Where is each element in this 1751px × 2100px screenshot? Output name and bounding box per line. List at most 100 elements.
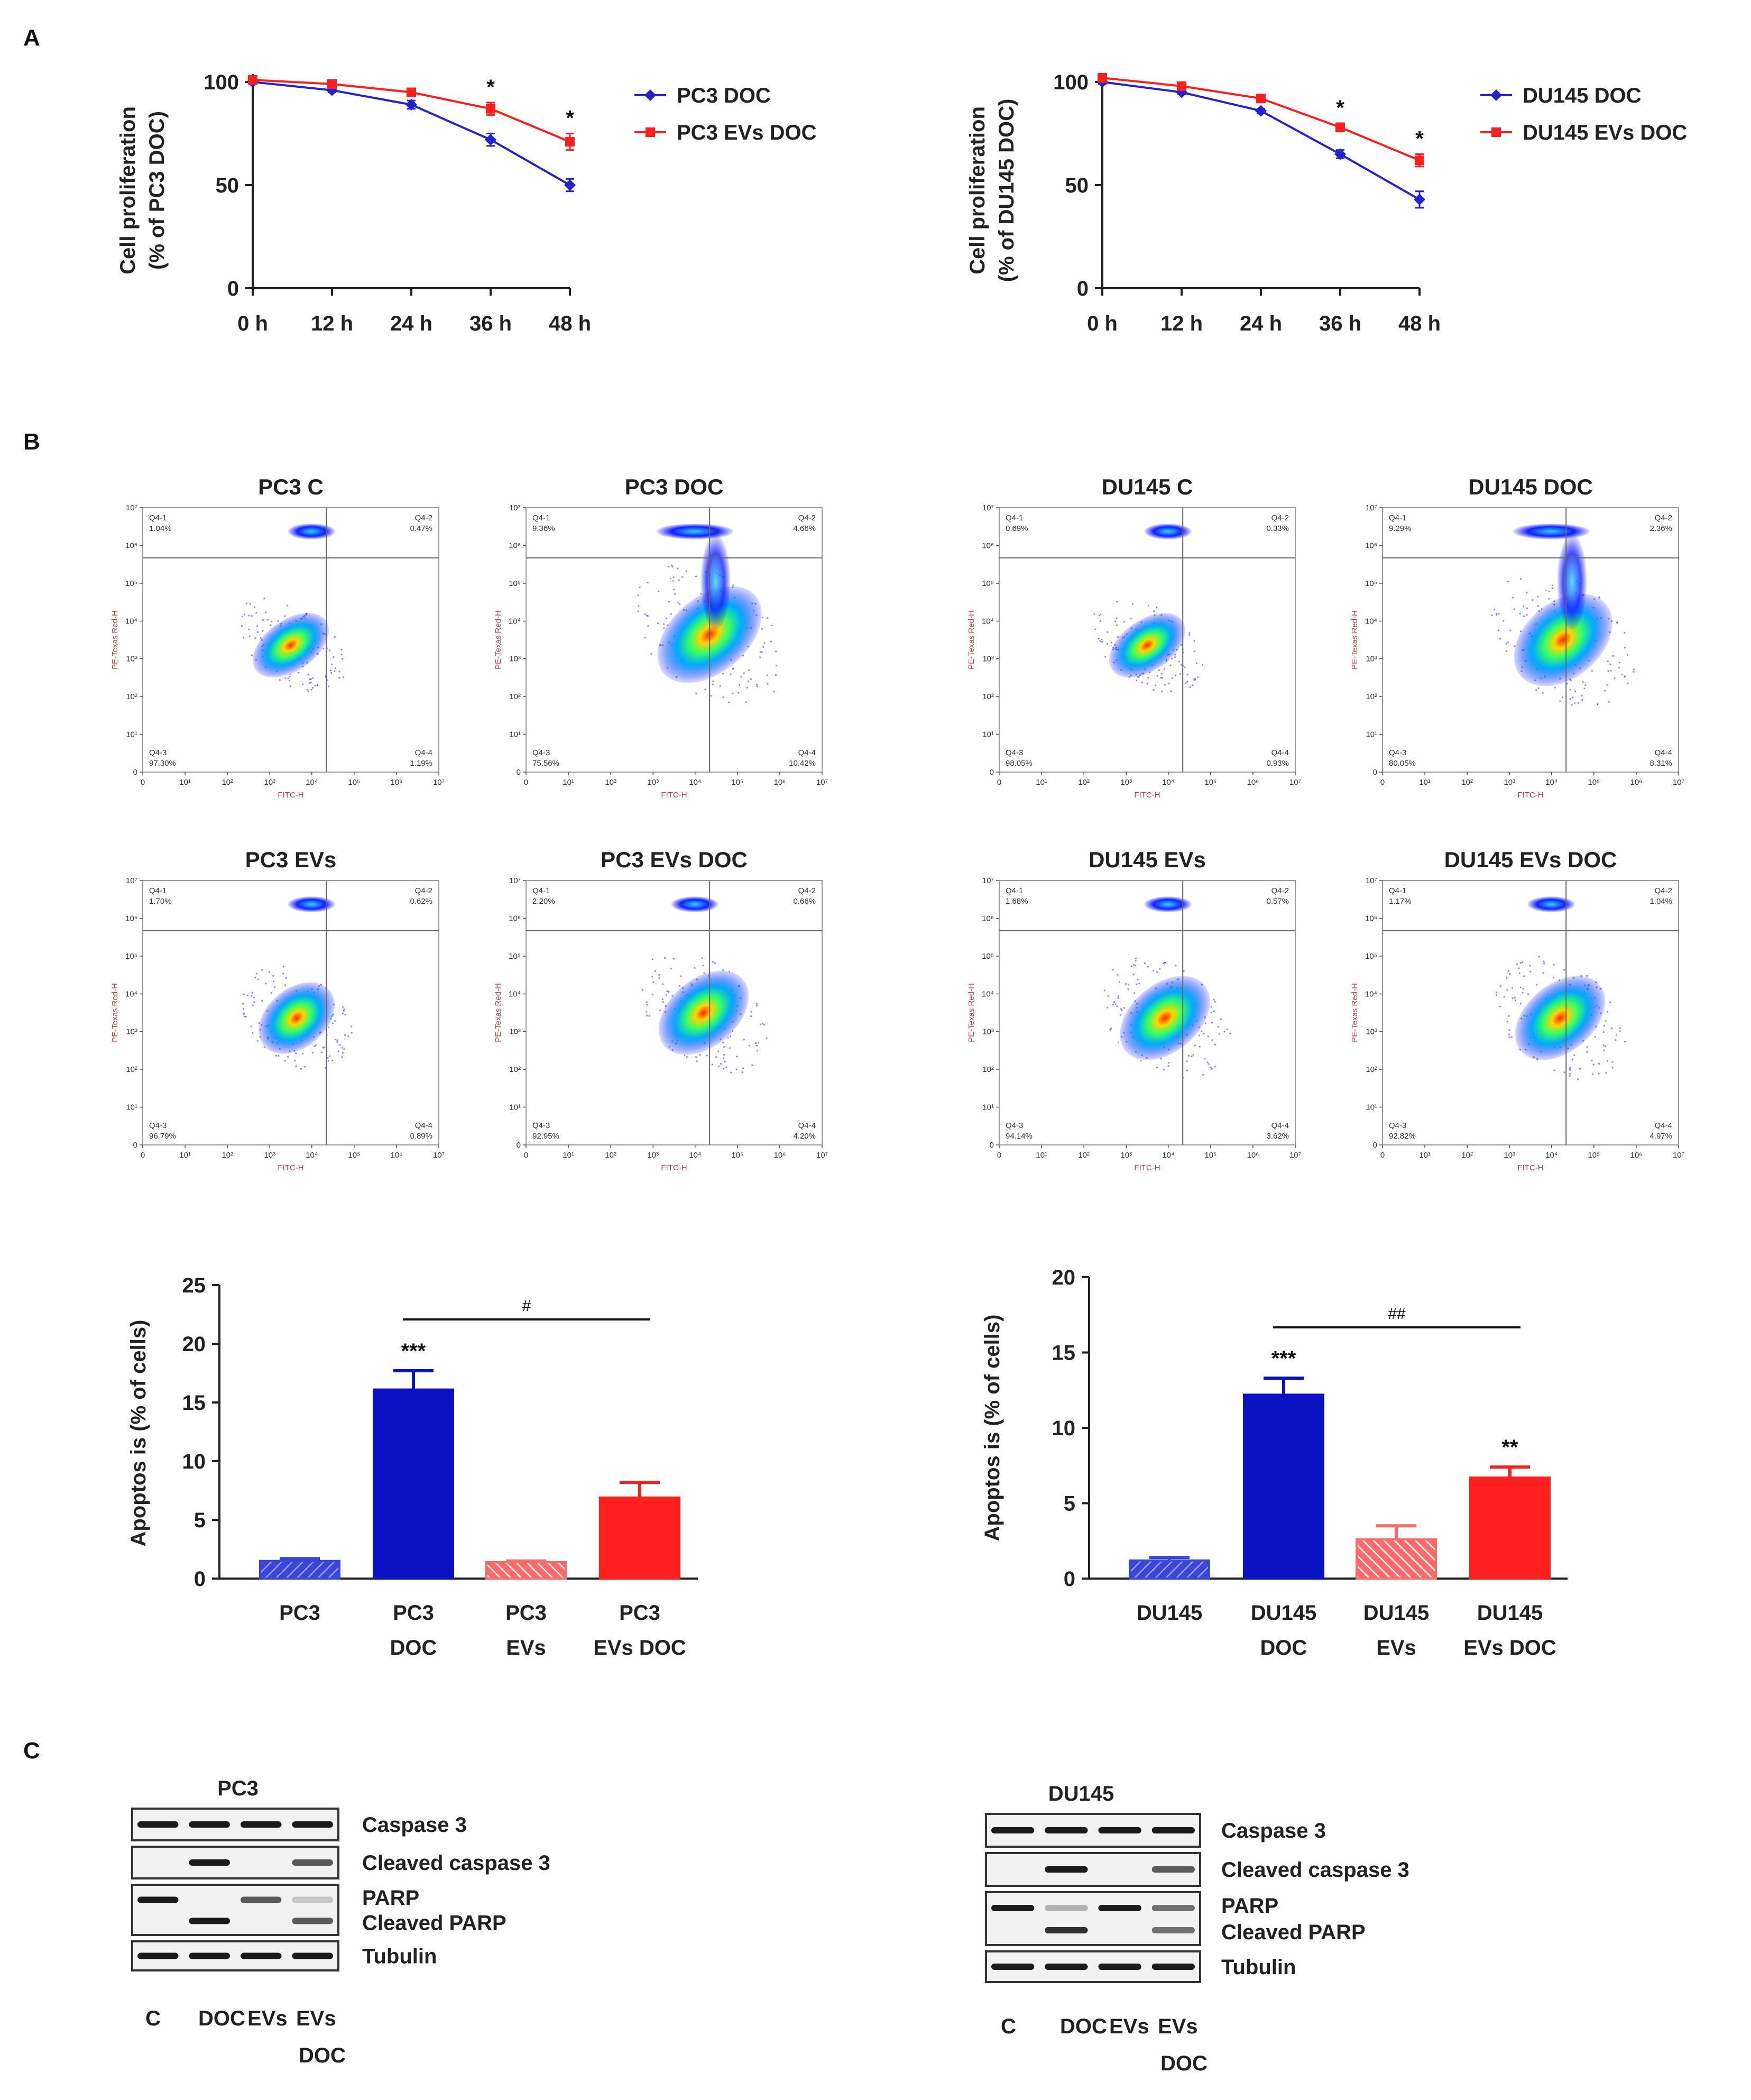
flow-event-dot bbox=[1509, 629, 1512, 631]
flow-event-dot bbox=[1512, 997, 1514, 999]
flow-event-dot bbox=[1178, 661, 1180, 663]
quadrant-label: Q4-4 bbox=[1271, 748, 1289, 757]
quadrant-value: 1.04% bbox=[149, 524, 172, 533]
y-tick-label: 50 bbox=[216, 174, 239, 197]
bar-group: PC3 *** PC3 DOC PC3 EVs PC3 EVs DOC # bbox=[259, 1297, 686, 1659]
quadrant-label: Q4-4 bbox=[1655, 748, 1672, 757]
x-tick-label: 24 h bbox=[390, 312, 432, 335]
y-tick-label: 10² bbox=[126, 1065, 137, 1074]
flow-event-dot bbox=[342, 1012, 344, 1015]
flow-upper-population bbox=[1513, 524, 1590, 539]
flow-event-dot bbox=[1545, 589, 1547, 591]
flow-event-dot bbox=[330, 672, 333, 674]
flow-event-dot bbox=[1117, 1041, 1119, 1043]
legend: PC3 DOC PC3 EVs DOC bbox=[634, 84, 817, 144]
flow-event-dot bbox=[1512, 597, 1514, 599]
flow-event-dot bbox=[1183, 970, 1185, 972]
flow-plot: DU145 EVs DOC 10⁷ 10⁶ 10⁵ 10⁴ 10³ 10² 10¹ 00 10¹ 1… bbox=[1350, 847, 1684, 1172]
quadrant-value: 10.42% bbox=[789, 759, 816, 768]
x-tick-label: 10¹ bbox=[1036, 778, 1047, 787]
quadrant-value: 0.89% bbox=[410, 1132, 432, 1141]
flow-event-dot bbox=[1219, 1033, 1221, 1035]
flow-event-dot bbox=[1098, 637, 1100, 640]
quadrant-label: Q4-1 bbox=[532, 886, 550, 895]
flow-event-dot bbox=[328, 649, 330, 652]
flow-event-dot bbox=[1120, 1008, 1122, 1010]
y-tick-label: 10⁵ bbox=[125, 579, 137, 588]
flow-event-dot bbox=[1187, 1054, 1190, 1057]
x-tick-label: 10³ bbox=[264, 1151, 275, 1160]
flow-event-dot bbox=[1543, 960, 1545, 962]
flow-event-dot bbox=[1516, 963, 1518, 965]
flow-y-axis-title: PE-Texas Red-H bbox=[494, 610, 503, 670]
flow-upper-population bbox=[1144, 896, 1192, 912]
x-tick-label: 10⁵ bbox=[1204, 1151, 1217, 1160]
flow-event-dot bbox=[284, 677, 287, 679]
flow-event-dot bbox=[263, 598, 265, 600]
quadrant-label: Q4-1 bbox=[1006, 886, 1023, 895]
flow-event-dot bbox=[1611, 1061, 1614, 1063]
flow-event-dot bbox=[315, 1044, 317, 1047]
flow-event-dot bbox=[681, 576, 684, 578]
blot-band bbox=[1045, 1964, 1088, 1970]
du145-apoptosis-chart: Apoptos is (% of cells) 20 15 10 5 0 DU145 **… bbox=[981, 1266, 1568, 1659]
flow-event-dot bbox=[1602, 1031, 1605, 1033]
flow-event-dot bbox=[1498, 612, 1500, 615]
significance-mark: *** bbox=[401, 1340, 426, 1363]
flow-event-dot bbox=[1537, 687, 1540, 689]
flow-event-dot bbox=[771, 625, 773, 627]
blot-band bbox=[137, 1821, 179, 1828]
flow-event-dot bbox=[1199, 1046, 1201, 1048]
flow-event-dot bbox=[1146, 683, 1148, 685]
x-tick-label: 10⁵ bbox=[1588, 778, 1600, 787]
flow-event-dot bbox=[732, 692, 734, 694]
flow-event-dot bbox=[270, 992, 272, 994]
flow-event-dot bbox=[1607, 670, 1609, 672]
flow-event-dot bbox=[1571, 704, 1573, 706]
flow-event-dot bbox=[1223, 1031, 1225, 1033]
flow-event-dot bbox=[658, 590, 660, 592]
category-label: EVs DOC bbox=[593, 1636, 686, 1659]
bracket-label: ## bbox=[1388, 1305, 1406, 1323]
band-label: PARP bbox=[362, 1886, 419, 1910]
flow-event-dot bbox=[1515, 999, 1517, 1002]
quadrant-value: 0.57% bbox=[1266, 897, 1289, 906]
flow-plot-title: PC3 C bbox=[258, 474, 324, 499]
flow-event-dot bbox=[1210, 1012, 1212, 1014]
flow-event-dot bbox=[243, 637, 245, 639]
y-tick-label: 20 bbox=[182, 1333, 206, 1356]
band-label: Cleaved caspase 3 bbox=[1221, 1858, 1409, 1882]
flow-event-dot bbox=[725, 1066, 727, 1069]
flow-event-dot bbox=[762, 617, 764, 619]
y-tick-label: 10⁴ bbox=[1365, 617, 1377, 626]
flow-event-dot bbox=[1615, 1039, 1617, 1041]
y-axis-title: Apoptos is (% of cells) bbox=[127, 1320, 150, 1547]
flow-event-dot bbox=[1174, 654, 1176, 656]
flow-event-dot bbox=[271, 620, 273, 622]
bar-group: DU145 *** DU145 DOC DU145 EVs ** DU145 EVs DOC ## bbox=[1129, 1305, 1556, 1659]
flow-event-dot bbox=[1112, 968, 1114, 970]
flow-event-dot bbox=[1134, 965, 1136, 967]
flow-event-dot bbox=[336, 1041, 338, 1043]
flow-event-dot bbox=[330, 670, 332, 672]
data-point bbox=[1177, 81, 1186, 91]
flow-event-dot bbox=[331, 663, 333, 665]
flow-event-dot bbox=[295, 1052, 297, 1054]
quadrant-label: Q4-4 bbox=[1655, 1121, 1672, 1130]
flow-event-dot bbox=[342, 676, 344, 678]
lane-label: EVs bbox=[1109, 2015, 1149, 2038]
flow-event-dot bbox=[1549, 590, 1551, 593]
x-tick-label: 12 h bbox=[1160, 312, 1203, 335]
flow-y-axis-title: PE-Texas Red-H bbox=[967, 610, 976, 670]
flow-event-dot bbox=[1569, 1075, 1571, 1077]
panel-letter-c: C bbox=[23, 1738, 40, 1764]
flow-event-dot bbox=[1180, 664, 1183, 666]
x-tick-label: 0 bbox=[141, 1151, 145, 1160]
flow-event-dot bbox=[331, 1059, 334, 1061]
series-group: ** bbox=[1096, 72, 1425, 209]
flow-event-dot bbox=[1198, 1034, 1200, 1037]
tick-group: 100 50 0 0 h 12 h 24 h 36 h 48 h bbox=[1053, 71, 1441, 335]
flow-event-dot bbox=[343, 1008, 345, 1011]
blot-band bbox=[189, 1821, 230, 1828]
flow-event-dot bbox=[767, 617, 769, 619]
